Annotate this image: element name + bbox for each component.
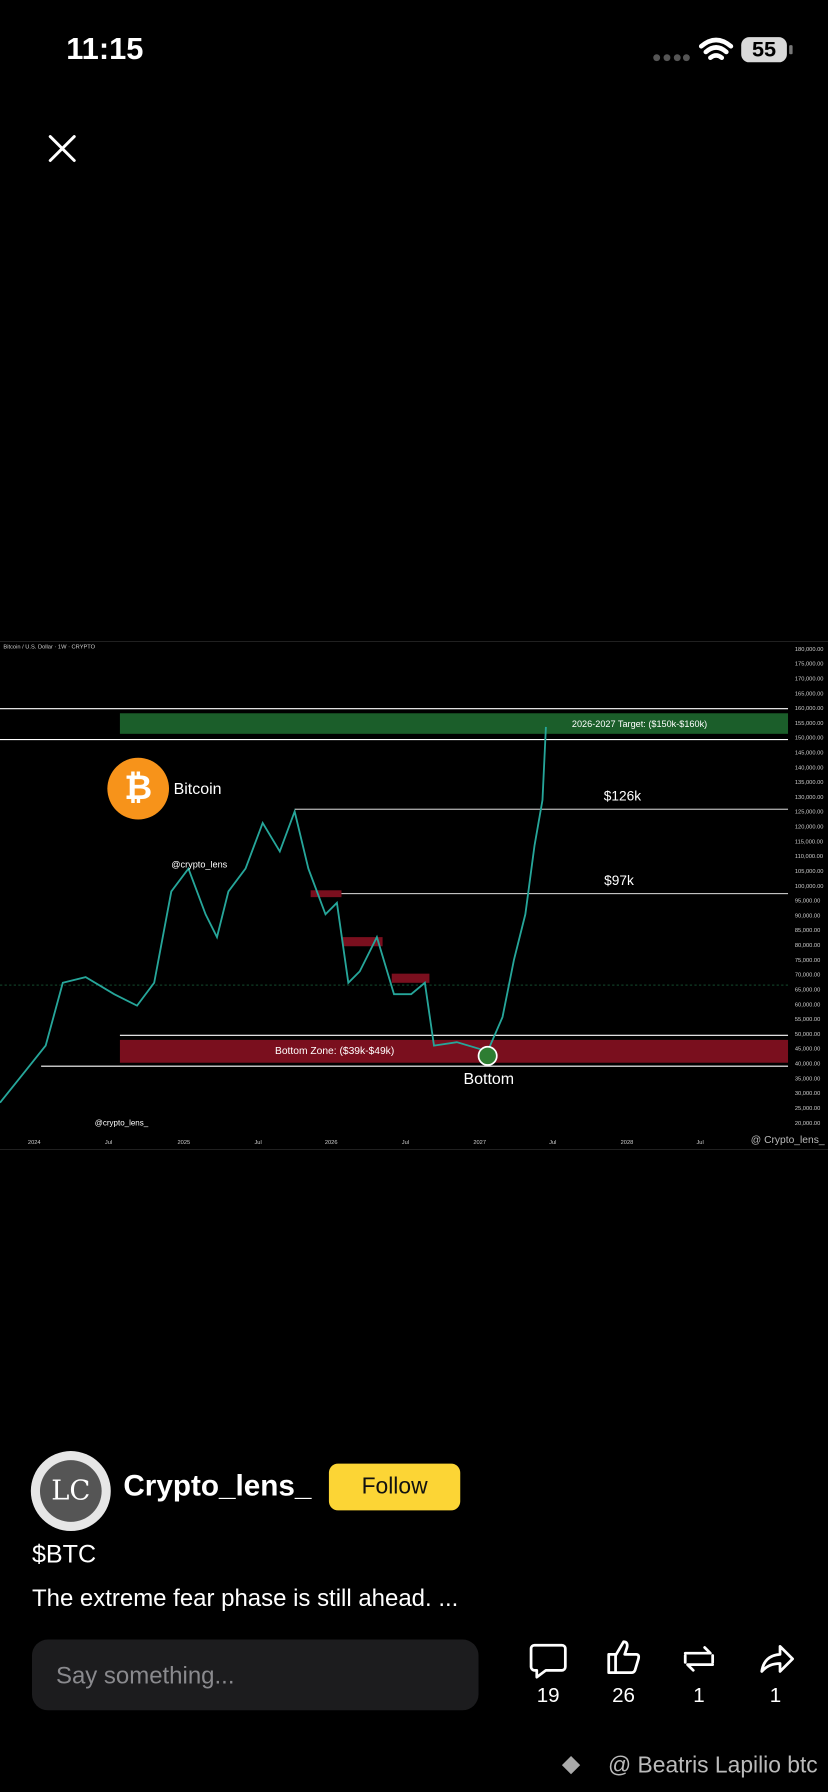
price-label: 145,000.00 [795,751,824,757]
time-label: Jul [549,1140,556,1146]
battery [741,37,787,63]
share-icon[interactable] [760,1644,794,1673]
price-label: 115,000.00 [795,839,823,845]
price-label: 55,000.00 [795,1017,820,1023]
price-label: 70,000.00 [795,973,820,979]
follow-button[interactable] [328,1463,461,1511]
bottom-zone [119,1039,789,1063]
price-label: 155,000.00 [795,721,824,727]
price-label: 105,000.00 [795,869,824,875]
price-label: 140,000.00 [795,765,824,771]
price-label: 30,000.00 [795,1091,820,1097]
post-caption[interactable]: The extreme fear phase is still ahead. .… [32,1585,458,1612]
avatar-monogram: LC [51,1476,90,1507]
action-count: 1 [693,1684,704,1707]
supply-box [342,937,383,947]
time-label: 2026 [325,1140,338,1146]
time-label: 2025 [178,1140,191,1146]
bottom-label: Bottom [464,1071,515,1088]
repost-icon[interactable] [683,1646,715,1672]
price-label: 95,000.00 [795,899,820,905]
price-label: 65,000.00 [795,987,820,993]
price-label: 85,000.00 [795,928,820,934]
price-label: 165,000.00 [795,691,824,697]
price-label: 135,000.00 [795,780,824,786]
signal [653,54,690,62]
signal-dot [663,54,671,62]
supply-box [391,973,430,983]
price-label: 50,000.00 [795,1032,820,1038]
signal-dot [682,54,690,62]
target-label: 2026-2027 Target: ($150k-$160k) [572,719,707,729]
author-name[interactable]: Crypto_lens_ [123,1469,312,1502]
signal-dot [673,54,681,62]
battery-level: 55 [752,37,776,62]
time-axis: 2024 Jul 2025 Jul 2026 Jul 2027 Jul 2028 Jul [28,1140,704,1146]
action-count: 26 [612,1684,635,1707]
bottom-marker [477,1045,498,1066]
action-icons [529,1640,794,1679]
level-label: $97k [604,873,634,888]
footer-logo [561,1755,581,1775]
post-ticker[interactable]: $BTC [32,1541,96,1569]
time-label: 2028 [621,1140,634,1146]
price-label: 150,000.00 [795,736,824,742]
action-count: 19 [537,1684,560,1707]
follow-label: Follow [362,1473,428,1499]
price-label: 125,000.00 [795,810,824,816]
time-label: 2024 [28,1140,41,1146]
like-icon[interactable] [607,1640,641,1674]
close-button[interactable] [48,135,76,162]
price-label: 60,000.00 [795,1002,820,1008]
price-label: 170,000.00 [795,676,824,682]
footer-watermark: @ Beatris Lapilio btc [608,1751,818,1777]
supply-box [310,890,342,898]
time-label: Jul [254,1140,261,1146]
avatar-inner [39,1460,102,1522]
chart-header: Bitcoin / U.S. Dollar · 1W · CRYPTO [3,645,95,651]
price-label: 100,000.00 [795,884,824,890]
action-counts: 19 26 1 1 [537,1684,781,1707]
price-label: 120,000.00 [795,825,824,831]
price-label: 35,000.00 [795,1076,820,1082]
chart-source: @ Crypto_lens_ [751,1135,825,1146]
price-label: 75,000.00 [795,958,820,964]
price-label: 45,000.00 [795,1047,820,1053]
chart-image: Bitcoin / U.S. Dollar · 1W · CRYPTO 2026… [0,640,828,1150]
price-label: 25,000.00 [795,1106,820,1112]
price-axis: 180,000.00 175,000.00 170,000.00 165,000.00… [795,647,824,1127]
badge-label: Bitcoin [174,781,222,798]
bitcoin-symbol: ₿ [124,769,152,807]
comment-input[interactable] [31,1639,479,1711]
price-label: 80,000.00 [795,943,820,949]
price-label: 110,000.00 [795,854,823,860]
time-label: Jul [402,1140,409,1146]
comment-placeholder: Say something... [56,1663,235,1690]
target-zone [119,713,789,734]
time-label: Jul [696,1140,703,1146]
signal-dot [653,54,661,62]
battery-tip [789,45,793,55]
comment-icon[interactable] [529,1643,567,1679]
time-label: Jul [105,1140,112,1146]
price-label: 90,000.00 [795,913,820,919]
action-count: 1 [770,1684,781,1707]
time-label: 2027 [473,1140,486,1146]
level-label: $126k [604,788,641,803]
bottom-zone-label: Bottom Zone: ($39k-$49k) [275,1046,394,1057]
price-label: 40,000.00 [795,1062,820,1068]
price-label: 175,000.00 [795,662,824,668]
price-label: 160,000.00 [795,706,824,712]
price-label: 20,000.00 [795,1121,820,1127]
status-time: 11:15 [66,31,143,66]
price-label: 130,000.00 [795,795,824,801]
price-label: 180,000.00 [795,647,824,653]
wifi-icon [698,37,734,61]
watermark: @crypto_lens [171,860,227,870]
bitcoin-logo [107,757,170,820]
watermark: @crypto_lens_ [95,1118,149,1127]
price-path [0,726,547,1104]
